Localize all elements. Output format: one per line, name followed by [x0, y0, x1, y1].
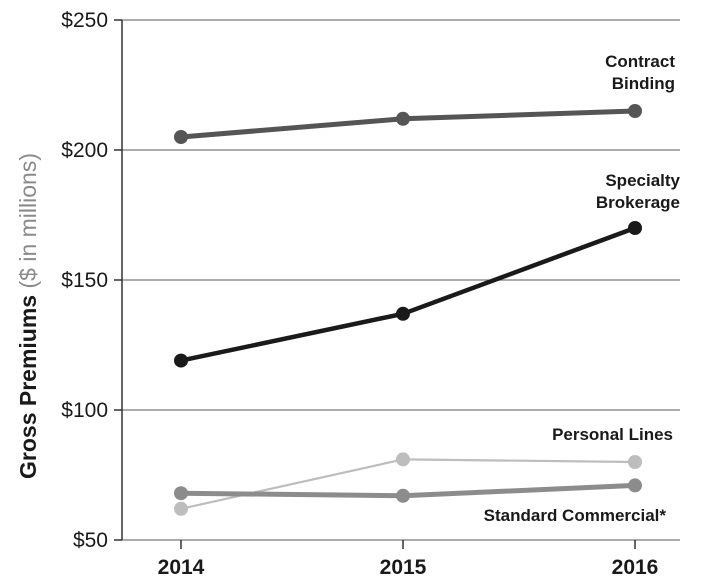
data-point	[628, 478, 642, 493]
y-axis-title-main: Gross Premiums	[15, 295, 41, 479]
data-point	[396, 306, 410, 321]
series-line	[178, 225, 638, 363]
y-tick-label: $250	[61, 9, 108, 32]
series-label: Specialty Brokerage	[596, 171, 681, 212]
y-tick-label: $200	[61, 139, 108, 162]
data-point	[174, 353, 188, 368]
data-point	[174, 501, 188, 516]
series-standard-commercial	[174, 478, 642, 503]
data-point	[174, 130, 188, 144]
x-tick-label: 2016	[612, 556, 659, 579]
series-group	[174, 104, 642, 516]
series-specialty-brokerage	[174, 221, 642, 368]
series-label: Standard Commercial*	[484, 506, 667, 525]
data-point	[628, 221, 642, 235]
y-tick-label: $100	[61, 399, 108, 422]
y-tick-label: $50	[73, 529, 108, 552]
data-point	[628, 455, 642, 469]
y-tick-labels: $250 $200 $150 $100 $50	[61, 9, 108, 552]
data-point	[396, 452, 410, 467]
x-tick-labels: 2014 2015 2016	[158, 556, 659, 579]
series-labels: Contract Binding Specialty Brokerage Persona…	[484, 52, 681, 525]
x-tick-label: 2014	[158, 556, 205, 579]
gridlines	[114, 19, 680, 549]
data-point	[396, 488, 410, 503]
y-axis-title: Gross Premiums ($ in millions)	[15, 153, 41, 479]
series-label: Contract Binding	[605, 52, 675, 93]
y-tick-label: $150	[61, 269, 108, 292]
data-point	[628, 104, 642, 118]
data-point	[174, 486, 188, 501]
series-label: Personal Lines	[552, 425, 673, 444]
y-axis-title-unit: ($ in millions)	[15, 153, 41, 295]
svg-text:Gross Premiums ($ in millions): Gross Premiums ($ in millions)	[15, 153, 41, 479]
series-contract-binding	[174, 104, 642, 144]
series-line	[179, 458, 637, 510]
data-point	[396, 111, 410, 126]
x-tick-label: 2015	[380, 556, 427, 579]
